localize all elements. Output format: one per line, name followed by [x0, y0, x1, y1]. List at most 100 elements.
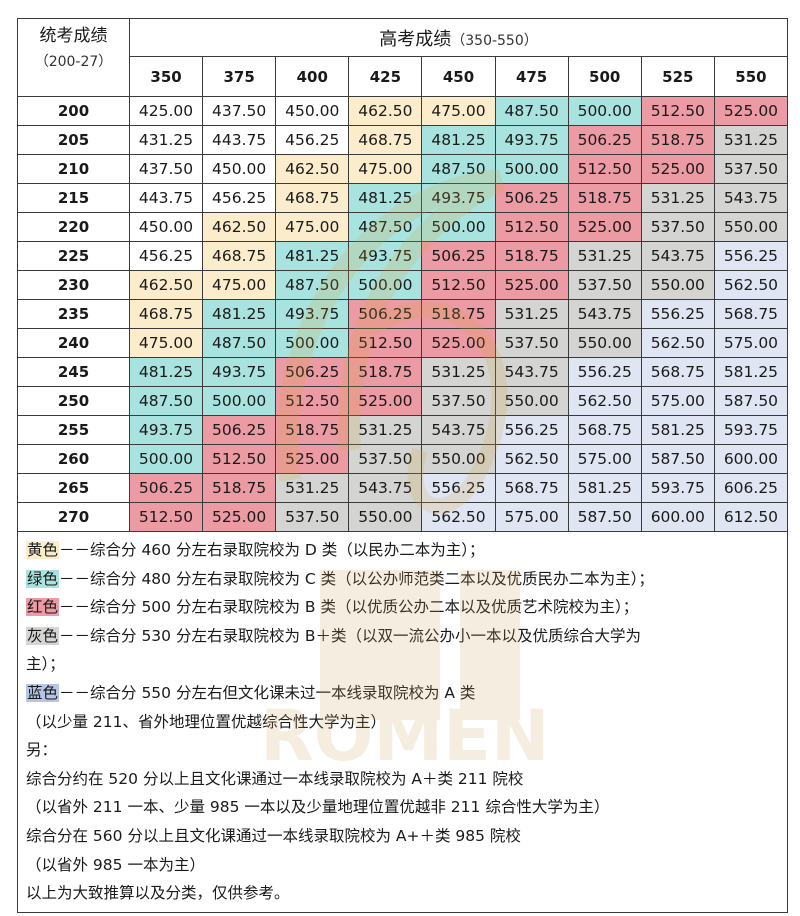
score-table: 统考成绩 （200-27） 高考成绩（350-550） 350 375 400 425…	[17, 18, 789, 532]
score-cell: 481.25	[202, 299, 277, 329]
score-cell: 575.00	[640, 386, 715, 416]
score-cell: 581.25	[713, 357, 789, 387]
score-cell: 531.25	[713, 125, 789, 155]
legend-text: 主）；	[26, 655, 65, 674]
score-cell: 493.75	[202, 357, 277, 387]
corner-title: 统考成绩	[39, 26, 108, 46]
column-header: 500	[567, 56, 642, 97]
score-cell: 575.00	[494, 502, 569, 532]
score-cell: 456.25	[202, 183, 277, 213]
legend-item: 主）；	[26, 650, 787, 679]
score-cell: 518.75	[275, 415, 350, 445]
score-cell: 500.00	[348, 270, 423, 300]
score-cell: 475.00	[202, 270, 277, 300]
legend-text: －－综合分 460 分左右录取院校为 D 类（以民办二本为主）；	[59, 541, 485, 559]
score-cell: 600.00	[713, 444, 789, 474]
score-cell: 550.00	[348, 502, 423, 532]
score-cell: 556.25	[421, 473, 496, 503]
score-cell: 518.75	[202, 473, 277, 503]
score-cell: 562.50	[421, 502, 496, 532]
corner-header: 统考成绩 （200-27）	[17, 18, 130, 97]
legend-color-tag: 黄色	[26, 541, 60, 559]
score-cell: 568.75	[494, 473, 569, 503]
table-row: 240 475.00 487.50 500.00 512.50 525.00 537.50 5…	[17, 328, 789, 358]
score-cell: 556.25	[640, 299, 715, 329]
score-cell: 487.50	[275, 270, 350, 300]
score-cell: 543.75	[494, 357, 569, 387]
score-cell: 493.75	[421, 183, 496, 213]
score-cell: 500.00	[421, 212, 496, 242]
score-cell: 581.25	[567, 473, 642, 503]
score-cell: 468.75	[348, 125, 423, 155]
score-cell: 431.25	[128, 125, 204, 155]
note-line: （以省外 211 一本、少量 985 一本以及少量地理位置优越非 211 综合性…	[26, 798, 610, 817]
score-cell: 506.25	[567, 125, 642, 155]
score-cell: 537.50	[421, 386, 496, 416]
score-cell: 550.00	[421, 444, 496, 474]
legend-item: 绿色－－综合分 480 分左右录取院校为 C 类（以公办师范类二本以及优质民办二…	[26, 565, 787, 594]
score-cell: 437.50	[128, 154, 204, 184]
legend-color-tag: 绿色	[26, 569, 60, 588]
score-cell: 462.50	[275, 154, 350, 184]
score-cell: 581.25	[640, 415, 715, 445]
row-header: 245	[17, 357, 130, 387]
score-cell: 525.00	[640, 154, 715, 184]
score-cell: 493.75	[128, 415, 204, 445]
score-cell: 500.00	[494, 154, 569, 184]
score-cell: 481.25	[275, 241, 350, 271]
score-cell: 537.50	[494, 328, 569, 358]
score-cell: 531.25	[421, 357, 496, 387]
score-cell: 493.75	[348, 241, 423, 271]
score-cell: 512.50	[128, 502, 204, 532]
score-cell: 531.25	[494, 299, 569, 329]
table-row: 200 425.00 437.50 450.00 462.50 475.00 487.50 5…	[17, 96, 789, 126]
row-header: 235	[17, 299, 130, 329]
row-header: 205	[17, 125, 130, 155]
score-cell: 450.00	[275, 96, 350, 126]
score-cell: 537.50	[567, 270, 642, 300]
score-cell: 562.50	[713, 270, 789, 300]
score-cell: 462.50	[348, 96, 423, 126]
legend-color-tag: 红色	[26, 598, 60, 617]
column-header: 400	[275, 56, 350, 97]
score-cell: 556.25	[713, 241, 789, 271]
score-cell: 487.50	[348, 212, 423, 242]
score-cell: 500.00	[202, 386, 277, 416]
gaokao-title: 高考成绩	[379, 28, 452, 50]
score-cell: 506.25	[421, 241, 496, 271]
table-row: 255 493.75 506.25 518.75 531.25 543.75 556.25 5…	[17, 415, 789, 445]
score-cell: 575.00	[567, 444, 642, 474]
score-cell: 512.50	[494, 212, 569, 242]
score-cell: 512.50	[202, 444, 277, 474]
score-cell: 575.00	[713, 328, 789, 358]
score-cell: 525.00	[275, 444, 350, 474]
score-cell: 487.50	[421, 154, 496, 184]
score-cell: 518.75	[421, 299, 496, 329]
score-cell: 443.75	[128, 183, 204, 213]
table-row: 220 450.00 462.50 475.00 487.50 500.00 512.50 5…	[17, 212, 789, 242]
score-cell: 543.75	[640, 241, 715, 271]
score-cell: 550.00	[567, 328, 642, 358]
score-cell: 587.50	[567, 502, 642, 532]
row-header: 215	[17, 183, 130, 213]
table-row: 235 468.75 481.25 493.75 506.25 518.75 531.25 5…	[17, 299, 789, 329]
score-cell: 481.25	[128, 357, 204, 387]
column-header: 450	[421, 56, 496, 97]
table-row: 225 456.25 468.75 481.25 493.75 506.25 518.75 5…	[17, 241, 789, 271]
score-cell: 506.25	[494, 183, 569, 213]
score-cell: 543.75	[348, 473, 423, 503]
score-cell: 518.75	[494, 241, 569, 271]
legend-text: －－综合分 500 分左右录取院校为 B 类（以优质公办二本以及优质艺术院校为主…	[59, 598, 639, 617]
score-cell: 475.00	[421, 96, 496, 126]
score-cell: 437.50	[202, 96, 277, 126]
column-header: 475	[494, 56, 569, 97]
table-row: 270 512.50 525.00 537.50 550.00 562.50 575.00 5…	[17, 502, 789, 532]
row-header: 265	[17, 473, 130, 503]
score-cell: 500.00	[275, 328, 350, 358]
score-cell: 556.25	[567, 357, 642, 387]
score-cell: 525.00	[421, 328, 496, 358]
score-cell: 612.50	[713, 502, 789, 532]
legend-item: 黄色－－综合分 460 分左右录取院校为 D 类（以民办二本为主）；	[26, 536, 787, 565]
column-header: 375	[202, 56, 277, 97]
row-header: 260	[17, 444, 130, 474]
